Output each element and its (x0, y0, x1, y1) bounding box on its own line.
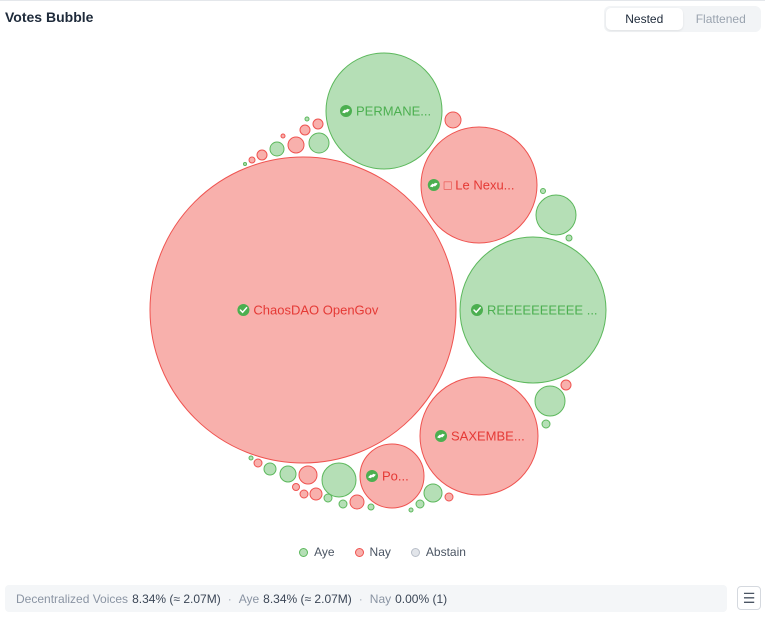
vote-bubble-4[interactable] (419, 376, 539, 496)
bubble-label-group: □ Le Nexu... (427, 178, 515, 193)
vote-bubble[interactable] (321, 462, 357, 498)
vote-bubble[interactable] (541, 419, 551, 429)
chart-menu-button[interactable]: ☰ (737, 586, 761, 610)
bubble-label-group: SAXEMBE... (435, 429, 525, 444)
nay-summary-value: 0.00% (1) (395, 591, 448, 606)
legend-item-aye[interactable]: Aye (299, 545, 335, 559)
vote-bubble[interactable] (534, 385, 566, 417)
vote-bubble[interactable] (292, 483, 300, 491)
menu-icon: ☰ (742, 589, 756, 606)
verified-check-icon (237, 304, 250, 316)
legend-dot-nay (354, 547, 364, 557)
aye-summary-value: 8.34% (≈ 2.07M) (263, 591, 352, 606)
summary-separator: · (227, 591, 232, 606)
vote-bubble[interactable] (243, 162, 247, 166)
chain-link-icon (437, 433, 445, 439)
chart-legend: Aye Nay Abstain (0, 545, 765, 559)
bubble-label-group: ChaosDAO OpenGov (237, 303, 379, 318)
vote-bubble[interactable] (423, 483, 443, 503)
vote-bubble[interactable] (248, 455, 254, 461)
legend-label-aye: Aye (314, 545, 335, 559)
check-mark-icon (239, 306, 248, 314)
legend-label-abstain: Abstain (425, 545, 466, 559)
view-toggle: Nested Flattened (604, 6, 761, 32)
vote-bubble-2[interactable] (420, 126, 538, 244)
check-mark-icon (473, 306, 481, 314)
verified-check-icon (471, 304, 483, 316)
decentralized-voices-label: Decentralized Voices (16, 591, 129, 606)
vote-bubble[interactable] (280, 133, 286, 139)
legend-dot-abstain (410, 547, 420, 557)
vote-bubble[interactable] (323, 493, 333, 503)
bubble-label-group: Po... (366, 469, 409, 484)
vote-bubble[interactable] (269, 141, 285, 157)
legend-item-abstain[interactable]: Abstain (410, 545, 466, 559)
vote-bubble[interactable] (256, 149, 268, 161)
decentralized-voices-value: 8.34% (≈ 2.07M) (132, 591, 221, 606)
vote-bubble-1[interactable] (325, 52, 443, 170)
vote-bubble[interactable] (444, 111, 462, 129)
vote-bubble[interactable] (535, 194, 577, 236)
chart-title: Votes Bubble (5, 9, 94, 25)
chain-link-icon (430, 182, 438, 188)
vote-bubble[interactable] (248, 156, 256, 164)
vote-bubble[interactable] (304, 116, 310, 122)
vote-bubble-0[interactable] (149, 156, 457, 464)
vote-bubble[interactable] (444, 492, 454, 502)
vote-bubble[interactable] (540, 188, 546, 194)
vote-bubble[interactable] (367, 503, 375, 511)
bubble-label: □ Le Nexu... (444, 178, 515, 193)
vote-bubble[interactable] (312, 118, 324, 130)
bubble-label: SAXEMBE... (451, 429, 525, 444)
vote-bubble[interactable] (415, 499, 425, 509)
bubble-label: ChaosDAO OpenGov (253, 303, 379, 318)
nested-toggle-button[interactable]: Nested (606, 8, 683, 30)
vote-bubble-3[interactable] (459, 236, 607, 384)
vote-bubble[interactable] (309, 487, 323, 501)
vote-bubble[interactable] (349, 494, 365, 510)
vote-bubble[interactable] (299, 489, 309, 499)
vote-bubble[interactable] (565, 234, 573, 242)
vote-bubble[interactable] (263, 462, 277, 476)
vote-bubble[interactable] (338, 499, 348, 509)
summary-separator: · (358, 591, 363, 606)
aye-summary-label: Aye (238, 591, 260, 606)
vote-bubble[interactable] (308, 132, 330, 154)
legend-dot-aye (299, 547, 309, 557)
vote-bubble[interactable] (279, 465, 297, 483)
bubble-chart: ChaosDAO OpenGov PERMANE... □ Le Nexu... RE… (149, 52, 607, 513)
vote-bubble[interactable] (253, 458, 263, 468)
vote-bubble[interactable] (287, 136, 305, 154)
vote-bubble-5[interactable] (359, 443, 425, 509)
vote-summary-bar: Decentralized Voices 8.34% (≈ 2.07M) · A… (5, 585, 727, 612)
bubble-label: PERMANE... (356, 104, 431, 119)
nay-summary-label: Nay (369, 591, 392, 606)
chain-link-icon (368, 473, 376, 479)
bubble-label: REEEEEEEEEE ... (487, 303, 598, 318)
bubble-label: Po... (382, 469, 409, 484)
vote-bubble[interactable] (298, 465, 318, 485)
flattened-toggle-button[interactable]: Flattened (683, 8, 760, 30)
legend-label-nay: Nay (369, 545, 391, 559)
vote-bubble[interactable] (560, 379, 572, 391)
legend-item-nay[interactable]: Nay (354, 545, 391, 559)
bubble-label-group: PERMANE... (340, 104, 431, 119)
vote-bubble[interactable] (408, 507, 414, 513)
vote-bubble[interactable] (299, 124, 311, 136)
chain-link-icon (342, 108, 350, 114)
bubble-label-group: REEEEEEEEEE ... (471, 303, 598, 318)
